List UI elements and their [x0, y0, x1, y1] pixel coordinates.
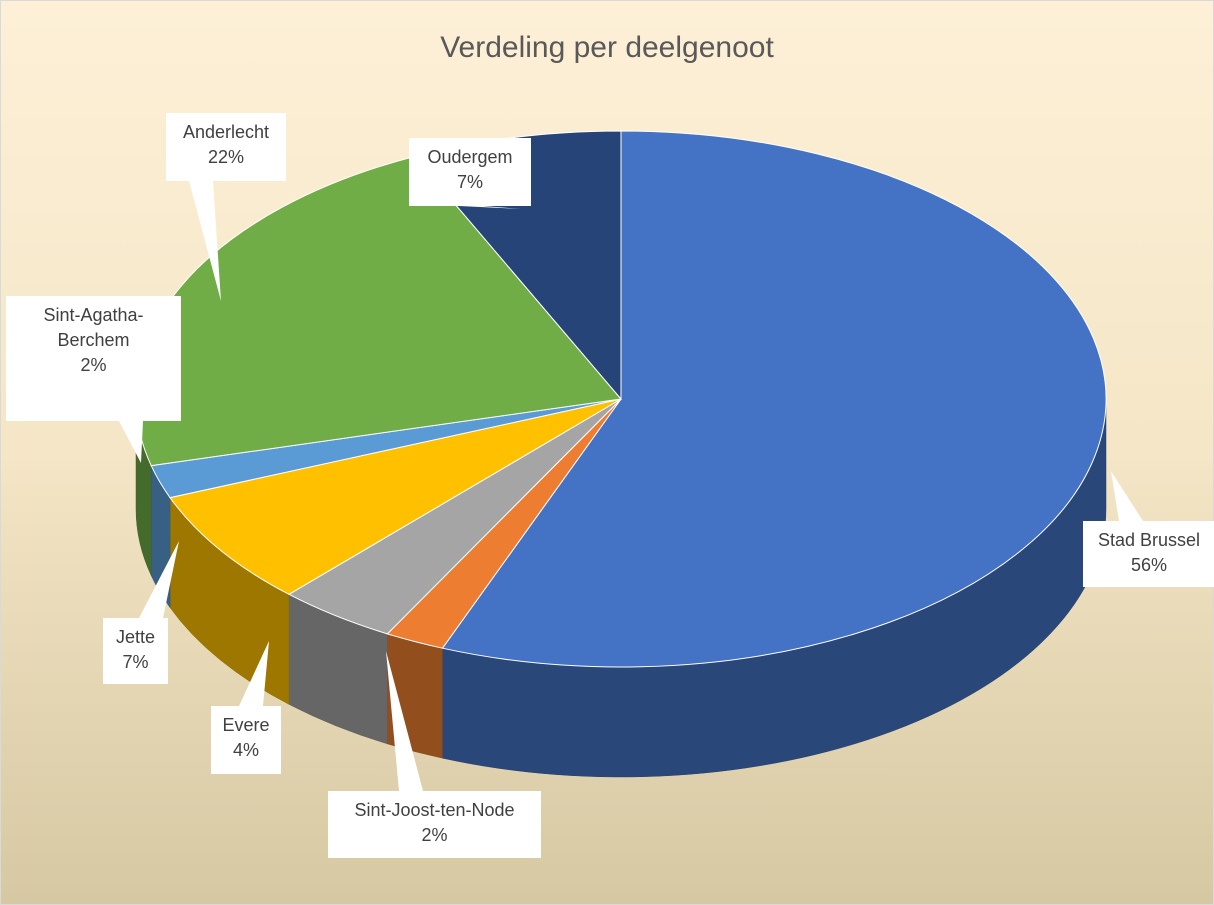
chart-title: Verdeling per deelgenoot — [440, 31, 774, 64]
data-label: Sint-Agatha-Berchem 2% — [6, 296, 181, 421]
label-name: Sint-Agatha-Berchem — [43, 305, 144, 350]
label-value: 7% — [456, 172, 483, 192]
label-value: 2% — [80, 355, 107, 375]
leader — [139, 541, 179, 618]
label-value: 22% — [207, 147, 245, 167]
label-value: 56% — [1130, 555, 1168, 575]
label-value: 7% — [122, 652, 149, 672]
label-value: 2% — [421, 825, 448, 845]
leader — [386, 651, 423, 791]
data-label: Sint-Joost-ten-Node 2% — [328, 791, 541, 858]
label-name: Stad Brussel — [1097, 530, 1201, 550]
slice — [441, 130, 1107, 668]
label-name: Evere — [222, 715, 270, 735]
leader — [1111, 471, 1143, 521]
data-label: Jette 7% — [103, 618, 168, 684]
label-name: Jette — [115, 627, 156, 647]
label-name: Sint-Joost-ten-Node — [354, 800, 515, 820]
data-label: Oudergem 7% — [409, 138, 531, 206]
label-name: Anderlecht — [182, 122, 270, 142]
data-label: Evere 4% — [211, 706, 281, 774]
leader — [239, 641, 269, 706]
label-name: Oudergem — [427, 147, 513, 167]
data-label: Anderlecht 22% — [166, 113, 286, 181]
leader — [189, 181, 221, 301]
leader — [459, 206, 521, 209]
slice — [169, 398, 622, 595]
label-value: 4% — [232, 740, 259, 760]
data-label: Stad Brussel 56% — [1083, 521, 1214, 587]
leader — [119, 421, 143, 463]
